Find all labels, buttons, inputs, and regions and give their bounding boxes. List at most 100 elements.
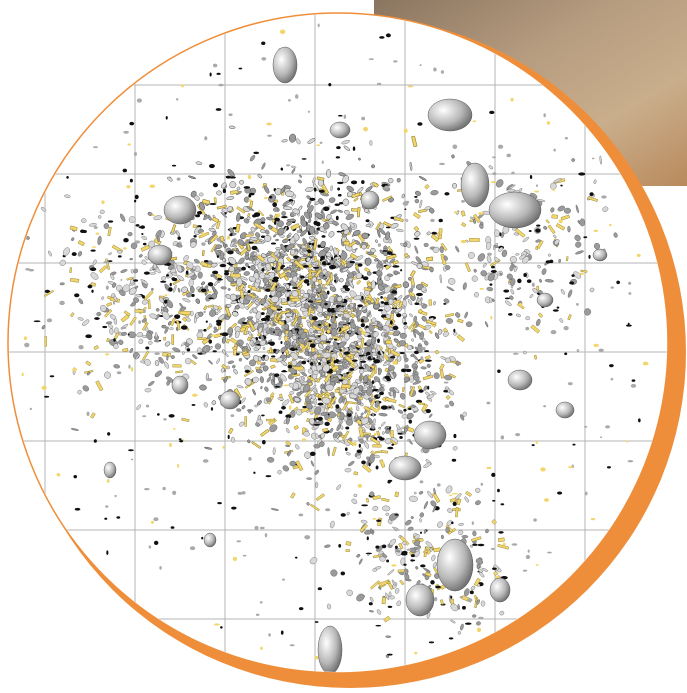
charcoal [197, 211, 203, 215]
scattered-find [192, 393, 198, 397]
scattered-find [567, 382, 573, 386]
scattered-find [451, 521, 454, 525]
scattered-find [295, 94, 299, 99]
scattered-find [273, 310, 277, 315]
charcoal [308, 242, 312, 245]
scattered-find [120, 279, 123, 281]
charcoal [180, 325, 188, 330]
charcoal [247, 290, 251, 293]
charcoal [361, 504, 369, 507]
charcoal [379, 391, 385, 396]
charcoal [271, 267, 276, 270]
charcoal [102, 325, 108, 329]
charcoal [344, 287, 350, 291]
lithic [356, 454, 361, 459]
charcoal [367, 335, 372, 338]
scattered-find [317, 587, 323, 591]
scattered-find [178, 438, 182, 441]
charcoal [313, 266, 320, 269]
scattered-find [74, 507, 81, 511]
lithic [381, 384, 385, 388]
charcoal [326, 290, 330, 295]
charcoal [424, 350, 430, 352]
scattered-find [563, 326, 569, 331]
charcoal [351, 359, 358, 362]
charcoal [392, 325, 399, 330]
scattered-find [189, 546, 196, 551]
bone-fragment [345, 541, 352, 546]
charcoal [142, 242, 147, 246]
scattered-find [330, 350, 334, 353]
charcoal [328, 323, 331, 327]
charcoal [166, 274, 170, 277]
lithic [211, 223, 217, 228]
charcoal [349, 368, 355, 371]
scattered-find [218, 83, 224, 87]
scattered-find [209, 72, 212, 77]
scattered-find [553, 148, 556, 152]
lithic [296, 391, 302, 397]
charcoal [491, 265, 495, 269]
charcoal [391, 443, 395, 446]
lithic [338, 321, 348, 325]
charcoal [301, 158, 307, 160]
charcoal [408, 407, 412, 411]
lithic [308, 211, 312, 219]
charcoal [143, 271, 150, 275]
charcoal [217, 277, 222, 280]
lithic [461, 535, 469, 539]
lithic [414, 198, 420, 204]
charcoal [141, 233, 144, 235]
lithic [357, 315, 360, 323]
lithic [385, 635, 392, 638]
charcoal [227, 250, 234, 255]
lithic [423, 242, 429, 247]
bone-fragment [179, 310, 191, 315]
bone-fragment [147, 299, 151, 310]
scattered-find [264, 533, 268, 538]
charcoal [222, 188, 226, 194]
charcoal [400, 368, 407, 373]
scattered-find [359, 328, 363, 331]
lithic [226, 304, 232, 308]
scattered-find [531, 444, 535, 447]
charcoal [329, 264, 337, 270]
scattered-find [304, 535, 311, 540]
lithic [128, 216, 136, 223]
bone-fragment [497, 537, 505, 543]
charcoal [343, 351, 350, 355]
charcoal [208, 339, 212, 344]
lithic [270, 296, 280, 303]
scattered-find [212, 350, 217, 353]
lithic [419, 199, 423, 209]
lithic [273, 234, 277, 238]
charcoal [386, 559, 390, 563]
charcoal [337, 194, 342, 197]
charcoal [377, 338, 380, 344]
charcoal [200, 288, 207, 293]
charcoal [420, 564, 426, 568]
scattered-find [376, 82, 382, 85]
lithic [402, 312, 407, 318]
charcoal [260, 312, 265, 315]
scattered-find [374, 408, 380, 412]
charcoal [373, 359, 381, 364]
charcoal [477, 543, 485, 547]
charcoal [272, 331, 275, 333]
scattered-find [558, 219, 563, 224]
scattered-find [267, 134, 272, 137]
lithic [385, 512, 390, 516]
lithic [144, 388, 152, 393]
lithic [81, 218, 87, 223]
charcoal [286, 289, 292, 292]
lithic [290, 213, 295, 217]
charcoal [314, 187, 317, 192]
charcoal [286, 296, 290, 302]
scattered-find [227, 434, 230, 440]
scattered-find [172, 490, 177, 495]
scattered-find [289, 644, 295, 647]
charcoal [326, 361, 331, 364]
scattered-find [396, 313, 402, 318]
bone-fragment [207, 304, 215, 308]
charcoal [247, 266, 251, 268]
